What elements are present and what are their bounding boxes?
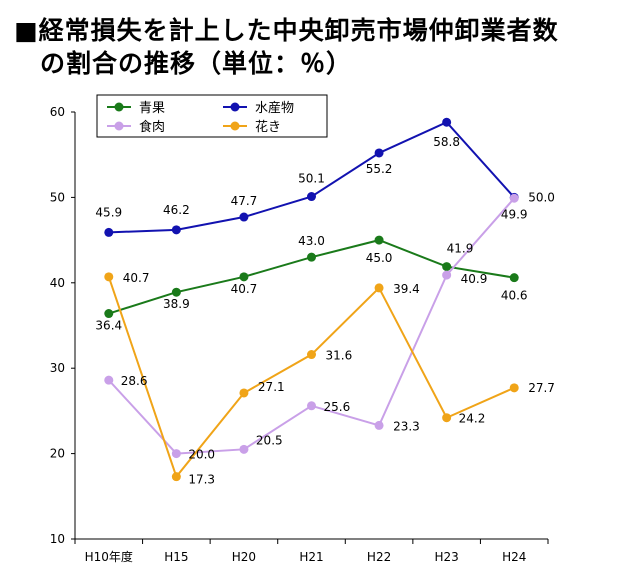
legend-box [96,94,328,138]
data-label-marine-products: 55.2 [366,162,393,176]
legend-swatch-marker [114,121,124,131]
legend-label: 花き [255,119,281,135]
data-label-meat: 28.6 [121,374,148,388]
x-tick-label: H21 [299,550,323,564]
x-tick-label: H23 [434,550,458,564]
data-point-flowers [374,283,384,293]
data-label-meat: 49.9 [501,207,528,221]
y-tick-label: 10 [50,532,65,546]
data-point-meat [307,401,316,411]
chart-title: ■経常損失を計上した中央卸売市場仲卸業者数 の割合の推移（単位：％） [14,14,559,80]
data-label-vegetables-fruits: 40.7 [231,282,258,296]
data-label-meat: 23.3 [393,419,420,433]
legend-label: 食肉 [139,119,165,135]
legend-label: 青果 [139,101,165,116]
data-point-vegetables-fruits [104,309,114,319]
data-point-vegetables-fruits [171,287,181,297]
legend-label: 水産物 [255,100,294,116]
data-point-flowers [104,272,114,282]
data-point-marine-products [307,192,316,202]
data-point-vegetables-fruits [509,273,519,283]
chart-title-line1: ■経常損失を計上した中央卸売市場仲卸業者数 [14,16,559,45]
data-point-vegetables-fruits [442,262,452,272]
y-tick-label: 50 [50,190,65,204]
y-tick-label: 60 [50,105,65,119]
data-point-flowers [509,383,519,393]
data-label-meat: 25.6 [324,400,351,414]
data-point-marine-products [239,212,249,222]
legend-swatch-marker [230,102,240,112]
legend-swatch-marker [114,102,124,112]
data-label-flowers: 17.3 [188,473,215,487]
data-label-marine-products: 50.0 [528,190,555,204]
data-label-flowers: 24.2 [459,412,486,426]
x-tick-label: H15 [164,550,188,564]
y-tick-label: 20 [50,447,65,461]
data-point-meat [171,449,181,459]
data-point-meat [509,193,519,203]
data-point-vegetables-fruits [307,252,316,262]
data-point-marine-products [442,117,452,127]
data-label-marine-products: 58.8 [433,135,460,149]
data-point-marine-products [374,148,384,158]
data-label-vegetables-fruits: 45.0 [366,251,393,265]
data-point-flowers [307,350,316,360]
x-tick-label: H10年度 [85,549,133,564]
data-point-meat [239,444,249,454]
data-label-vegetables-fruits: 40.6 [501,289,528,303]
data-point-marine-products [171,225,181,235]
data-label-marine-products: 46.2 [163,203,190,217]
data-label-meat: 40.9 [461,272,488,286]
x-tick-label: H22 [367,550,391,564]
x-tick-label: H20 [232,550,256,564]
data-label-marine-products: 45.9 [95,205,122,219]
data-label-flowers: 31.6 [326,349,353,363]
data-label-flowers: 27.7 [528,381,555,395]
data-label-vegetables-fruits: 38.9 [163,297,190,311]
data-point-meat [374,420,384,430]
data-label-vegetables-fruits: 43.0 [298,234,325,248]
chart-title-line2: の割合の推移（単位：％） [40,49,353,78]
data-point-meat [442,270,452,280]
legend-swatch-marker [230,121,240,131]
data-label-marine-products: 50.1 [298,172,325,186]
data-point-flowers [442,413,452,423]
y-tick-label: 40 [50,276,65,290]
data-point-vegetables-fruits [374,235,384,245]
data-label-meat: 20.0 [188,448,215,462]
data-point-marine-products [104,227,114,237]
data-point-meat [104,375,114,385]
data-point-vegetables-fruits [239,272,249,282]
y-tick-label: 30 [50,361,65,375]
data-label-flowers: 27.1 [258,380,285,394]
x-tick-label: H24 [502,550,526,564]
data-point-flowers [239,388,249,398]
data-label-marine-products: 47.7 [231,194,258,208]
data-label-vegetables-fruits: 36.4 [95,319,122,333]
data-point-flowers [171,472,181,482]
data-label-meat: 20.5 [256,433,283,447]
data-label-vegetables-fruits: 41.9 [447,242,474,256]
data-label-flowers: 40.7 [123,271,150,285]
data-label-flowers: 39.4 [393,282,420,296]
